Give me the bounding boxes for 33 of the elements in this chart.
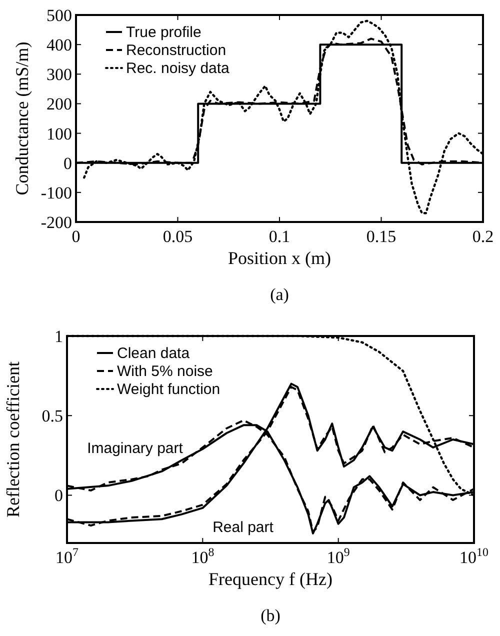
text: (a): [270, 285, 289, 304]
x-tick-label: 10$^{8}$: [191, 545, 214, 567]
x-tick-label: 0.05: [162, 227, 193, 246]
y-tick-label: 300: [46, 65, 72, 84]
x-tick-label: 0.2: [472, 227, 494, 246]
y-tick-label: 100: [46, 124, 72, 144]
y-axis-title: Conductance (mS/m): [12, 42, 32, 196]
y-tick-label: 400: [46, 36, 72, 55]
y-tick-label: 1: [54, 327, 63, 346]
x-tick-label: 10$^{7}$: [56, 545, 79, 567]
y-tick-label: -200: [40, 213, 72, 232]
x-tick-label: 0.15: [366, 227, 396, 246]
y-axis-title: Reflection coefficient: [3, 361, 23, 518]
y-tick-label: 0: [54, 486, 63, 506]
legend-label: Reconstruction: [126, 42, 226, 59]
x-tick-label: 0.1: [268, 227, 290, 246]
x-axis-title: Position x (m): [228, 248, 332, 268]
y-tick-label: -100: [40, 183, 72, 202]
annotation: Imaginary part: [87, 440, 184, 457]
y-tick-label: 0.5: [42, 406, 63, 426]
text: (b): [260, 606, 280, 625]
legend-label: Clean data: [117, 345, 190, 362]
legend-label: Weight function: [117, 381, 220, 398]
x-axis-title: Frequency f (Hz): [208, 569, 332, 589]
annotation: Real part: [212, 519, 274, 536]
legend-label: With 5% noise: [117, 363, 213, 380]
y-tick-label: 200: [46, 94, 72, 114]
x-tick-label: 10$^{9}$: [326, 545, 350, 567]
y-tick-label: 500: [46, 6, 72, 25]
x-tick-label: 10$^{10}$: [460, 545, 488, 567]
legend-label: True profile: [126, 24, 202, 41]
legend-label: Rec. noisy data: [126, 60, 230, 77]
y-tick-label: 0: [64, 154, 72, 173]
